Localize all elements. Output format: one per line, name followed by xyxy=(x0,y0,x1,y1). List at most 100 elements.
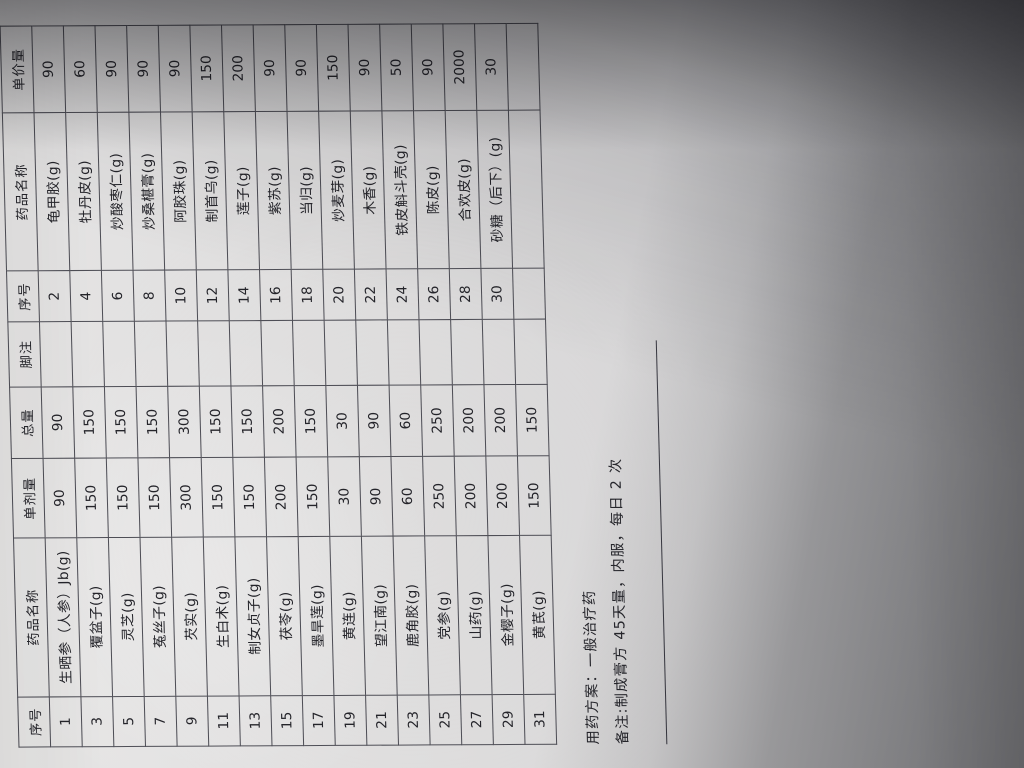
cell-note xyxy=(387,319,421,385)
cell-qty: 90 xyxy=(31,25,66,113)
cell-total: 60 xyxy=(389,384,423,457)
cell-no-2: 2 xyxy=(38,270,72,322)
cell-no: 27 xyxy=(460,694,494,745)
cell-note xyxy=(260,320,295,386)
cell-no: 11 xyxy=(207,695,241,747)
cell-qty: 90 xyxy=(253,24,288,112)
cell-qty: 200 xyxy=(221,24,256,112)
cell-no: 1 xyxy=(49,696,83,747)
cell-no: 17 xyxy=(302,694,336,746)
cell-name-2: 合欢皮(g) xyxy=(445,110,481,270)
cell-name: 山药(g) xyxy=(456,535,493,695)
cell-note xyxy=(197,320,231,386)
cell-note xyxy=(450,319,484,385)
cell-name: 灵芝(g) xyxy=(108,537,145,697)
cell-name-2: 牡丹皮(g) xyxy=(65,112,102,271)
cell-qty xyxy=(506,23,541,111)
cell-name: 黄连(g) xyxy=(329,536,366,695)
cell-no: 9 xyxy=(175,695,209,747)
cell-qty: 60 xyxy=(63,25,98,113)
cell-single-dose: 300 xyxy=(169,457,204,538)
cell-single-dose: 150 xyxy=(517,455,552,536)
cell-single-dose: 30 xyxy=(327,456,362,537)
cell-total: 300 xyxy=(167,385,202,458)
cell-name-2: 阿胶珠(g) xyxy=(160,111,197,271)
header-total: 总量 xyxy=(9,386,44,459)
cell-name-2: 炒桑椹膏(g) xyxy=(128,111,165,271)
cell-total: 150 xyxy=(104,386,138,459)
cell-total: 250 xyxy=(420,384,455,457)
cell-single-dose: 250 xyxy=(422,456,457,536)
cell-single-dose: 150 xyxy=(201,457,235,538)
cell-single-dose: 90 xyxy=(43,458,77,538)
cell-no: 29 xyxy=(492,693,526,745)
cell-total: 200 xyxy=(262,385,297,458)
cell-single-dose: 150 xyxy=(137,457,172,538)
cell-no-2: 8 xyxy=(133,270,166,322)
cell-total: 200 xyxy=(452,384,486,457)
cell-no-2: 22 xyxy=(354,269,388,320)
header-no-2: 序号 xyxy=(6,271,40,322)
cell-total: 150 xyxy=(230,385,265,458)
cell-name: 黄芪(g) xyxy=(519,535,556,694)
cell-no-2: 28 xyxy=(449,268,483,320)
cell-qty: 90 xyxy=(94,25,129,113)
header-no: 序号 xyxy=(17,696,51,748)
cell-name-2: 炒酸枣仁(g) xyxy=(97,112,134,271)
cell-no-2: 24 xyxy=(386,269,419,320)
cell-qty: 90 xyxy=(347,24,382,111)
cell-no-2: 18 xyxy=(291,269,325,321)
cell-name: 芡实(g) xyxy=(171,537,208,696)
cell-no: 19 xyxy=(333,694,367,746)
cell-total: 150 xyxy=(72,386,107,459)
cell-no: 15 xyxy=(270,695,304,746)
cell-qty: 150 xyxy=(189,25,224,112)
cell-total: 150 xyxy=(515,383,550,457)
header-name: 药品名称 xyxy=(13,537,50,697)
cell-name-2: 龟甲胶(g) xyxy=(34,112,70,272)
cell-name: 望江南(g) xyxy=(361,536,398,695)
cell-name: 覆盆子(g) xyxy=(76,537,113,697)
cell-qty: 90 xyxy=(158,25,193,112)
cell-name-2: 铁皮斛斗壳(g) xyxy=(381,110,418,270)
cell-note xyxy=(292,320,326,386)
cell-no: 31 xyxy=(523,693,557,745)
cell-no-2: 12 xyxy=(196,270,230,321)
cell-total: 30 xyxy=(325,384,360,458)
cell-note xyxy=(71,321,105,387)
cell-no-2: 16 xyxy=(259,269,293,321)
cell-total: 150 xyxy=(294,385,328,458)
cell-single-dose: 150 xyxy=(74,458,109,538)
cell-name-2: 陈皮(g) xyxy=(413,110,450,270)
cell-no-2: 20 xyxy=(322,269,356,321)
cell-no: 5 xyxy=(112,695,146,747)
header-note: 脚注 xyxy=(7,321,42,387)
cell-name-2: 木香(g) xyxy=(350,110,387,270)
header-qty: 单价量 xyxy=(0,26,35,113)
cell-name: 制女贞子(g) xyxy=(234,536,271,696)
cell-name-2: 砂糖（后下）(g) xyxy=(476,110,513,269)
cell-no-2: 14 xyxy=(227,270,261,321)
cell-qty: 2000 xyxy=(442,23,477,111)
cell-name-2: 制首乌(g) xyxy=(192,111,228,271)
cell-total: 90 xyxy=(357,384,391,457)
cell-qty: 90 xyxy=(411,23,446,111)
cell-no-2: 4 xyxy=(69,270,103,322)
cell-qty: 50 xyxy=(379,24,414,111)
cell-name: 鹿角胶(g) xyxy=(393,535,429,695)
cell-name: 菟丝子(g) xyxy=(140,537,176,696)
cell-name-2: 紫苏(g) xyxy=(255,111,292,271)
header-name-2: 药品名称 xyxy=(2,112,39,272)
cell-single-dose: 150 xyxy=(296,457,330,537)
cell-total: 150 xyxy=(199,385,233,458)
cell-no: 3 xyxy=(80,696,114,747)
cell-single-dose: 200 xyxy=(264,457,299,537)
cell-name: 生白术(g) xyxy=(203,536,240,696)
cell-name-2: 当归(g) xyxy=(287,111,323,270)
cell-single-dose: 60 xyxy=(390,456,425,537)
cell-no-2: 26 xyxy=(417,269,451,320)
cell-total: 200 xyxy=(483,384,518,457)
cell-note xyxy=(513,318,548,385)
